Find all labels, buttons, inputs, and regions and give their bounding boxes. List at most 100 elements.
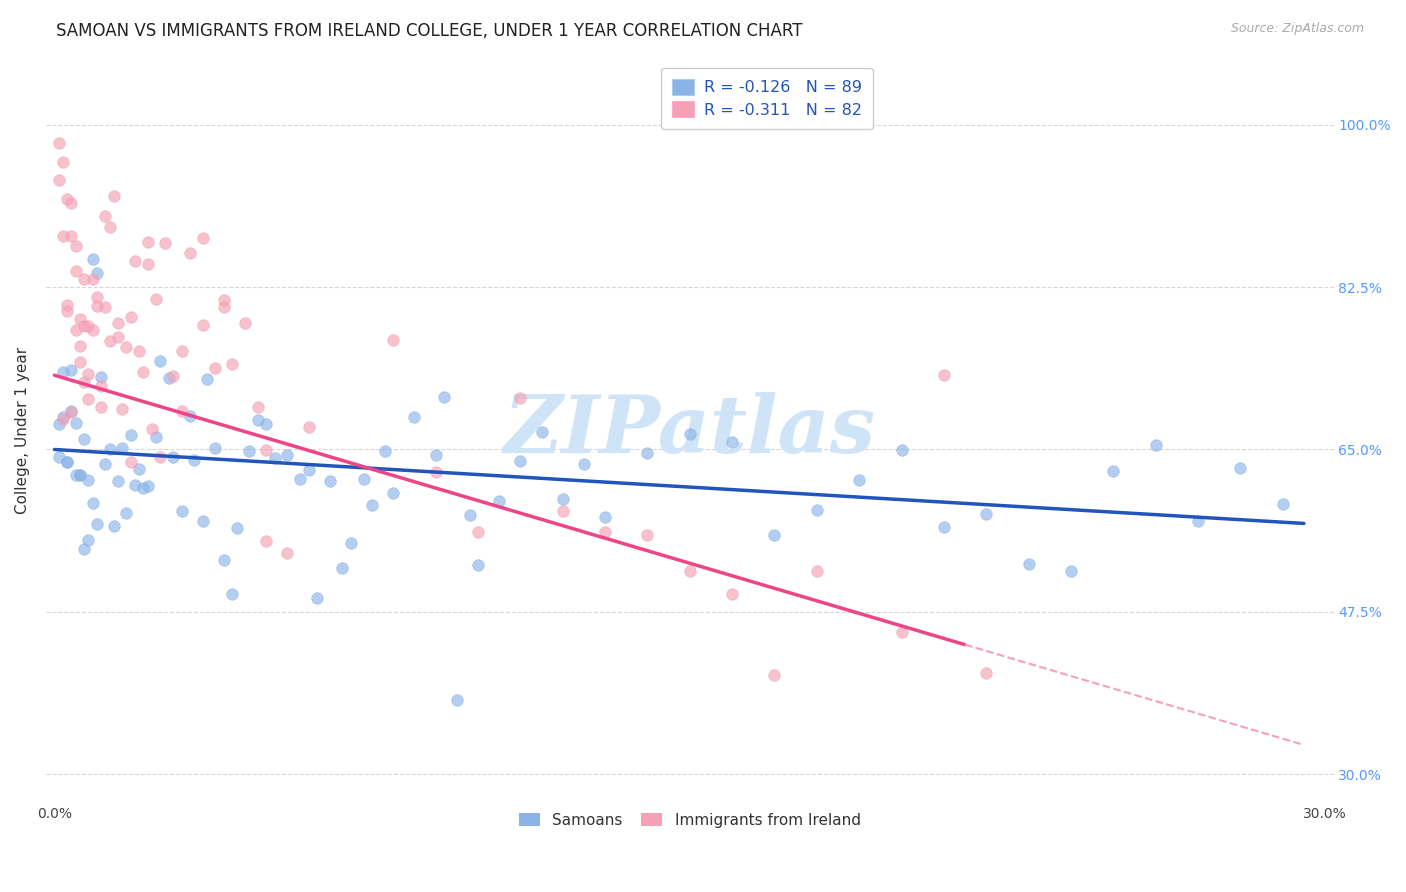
Point [458, 508, 481, 523]
Point [1271, 497, 1294, 511]
Point [162, 369, 184, 384]
Point [90, 379, 112, 393]
Point [56, 297, 79, 311]
Point [1229, 461, 1251, 475]
Point [86, 299, 108, 313]
Point [132, 481, 155, 495]
Point [179, 245, 201, 260]
Point [69, 339, 91, 353]
Point [128, 344, 150, 359]
Point [103, 518, 125, 533]
Point [288, 472, 311, 486]
Point [254, 533, 277, 548]
Point [382, 333, 405, 347]
Point [73, 272, 96, 286]
Point [530, 425, 553, 439]
Point [120, 310, 142, 324]
Point [361, 498, 384, 512]
Point [86, 290, 108, 304]
Point [593, 509, 616, 524]
Point [56, 455, 79, 469]
Point [69, 467, 91, 482]
Point [77, 318, 100, 333]
Point [48, 173, 70, 187]
Point [65, 467, 87, 482]
Point [374, 443, 396, 458]
Point [136, 235, 159, 249]
Point [806, 503, 828, 517]
Point [120, 427, 142, 442]
Point [107, 330, 129, 344]
Point [82, 323, 104, 337]
Point [890, 624, 912, 639]
Point [254, 417, 277, 432]
Point [404, 409, 426, 424]
Text: Source: ZipAtlas.com: Source: ZipAtlas.com [1230, 22, 1364, 36]
Point [103, 189, 125, 203]
Y-axis label: College, Under 1 year: College, Under 1 year [15, 347, 30, 515]
Point [128, 462, 150, 476]
Point [52, 365, 75, 379]
Point [60, 405, 83, 419]
Point [69, 311, 91, 326]
Point [94, 300, 117, 314]
Point [446, 693, 468, 707]
Point [48, 417, 70, 432]
Point [82, 496, 104, 510]
Point [98, 442, 121, 457]
Point [305, 591, 328, 605]
Point [120, 454, 142, 468]
Point [69, 355, 91, 369]
Point [149, 354, 172, 368]
Point [488, 494, 510, 508]
Point [124, 478, 146, 492]
Point [974, 666, 997, 681]
Point [1187, 514, 1209, 528]
Point [276, 448, 298, 462]
Point [73, 432, 96, 446]
Point [191, 231, 214, 245]
Point [65, 323, 87, 337]
Point [225, 521, 247, 535]
Point [319, 474, 342, 488]
Point [191, 318, 214, 332]
Point [60, 229, 83, 244]
Point [115, 340, 138, 354]
Point [145, 292, 167, 306]
Point [170, 404, 193, 418]
Point [1102, 464, 1125, 478]
Point [153, 235, 176, 250]
Point [170, 504, 193, 518]
Point [212, 300, 235, 314]
Point [52, 229, 75, 244]
Point [65, 264, 87, 278]
Point [353, 472, 375, 486]
Point [56, 455, 79, 469]
Point [107, 474, 129, 488]
Point [111, 401, 134, 416]
Point [433, 390, 456, 404]
Point [149, 450, 172, 464]
Point [183, 452, 205, 467]
Point [572, 457, 595, 471]
Point [69, 467, 91, 482]
Point [191, 514, 214, 528]
Point [56, 303, 79, 318]
Point [763, 668, 786, 682]
Point [82, 252, 104, 267]
Point [425, 465, 447, 479]
Point [636, 528, 658, 542]
Point [806, 564, 828, 578]
Point [48, 450, 70, 464]
Point [77, 368, 100, 382]
Point [1018, 557, 1040, 571]
Point [86, 266, 108, 280]
Point [157, 370, 180, 384]
Point [332, 561, 354, 575]
Point [179, 409, 201, 423]
Point [107, 316, 129, 330]
Point [111, 441, 134, 455]
Point [551, 504, 574, 518]
Point [233, 316, 256, 330]
Point [679, 427, 702, 442]
